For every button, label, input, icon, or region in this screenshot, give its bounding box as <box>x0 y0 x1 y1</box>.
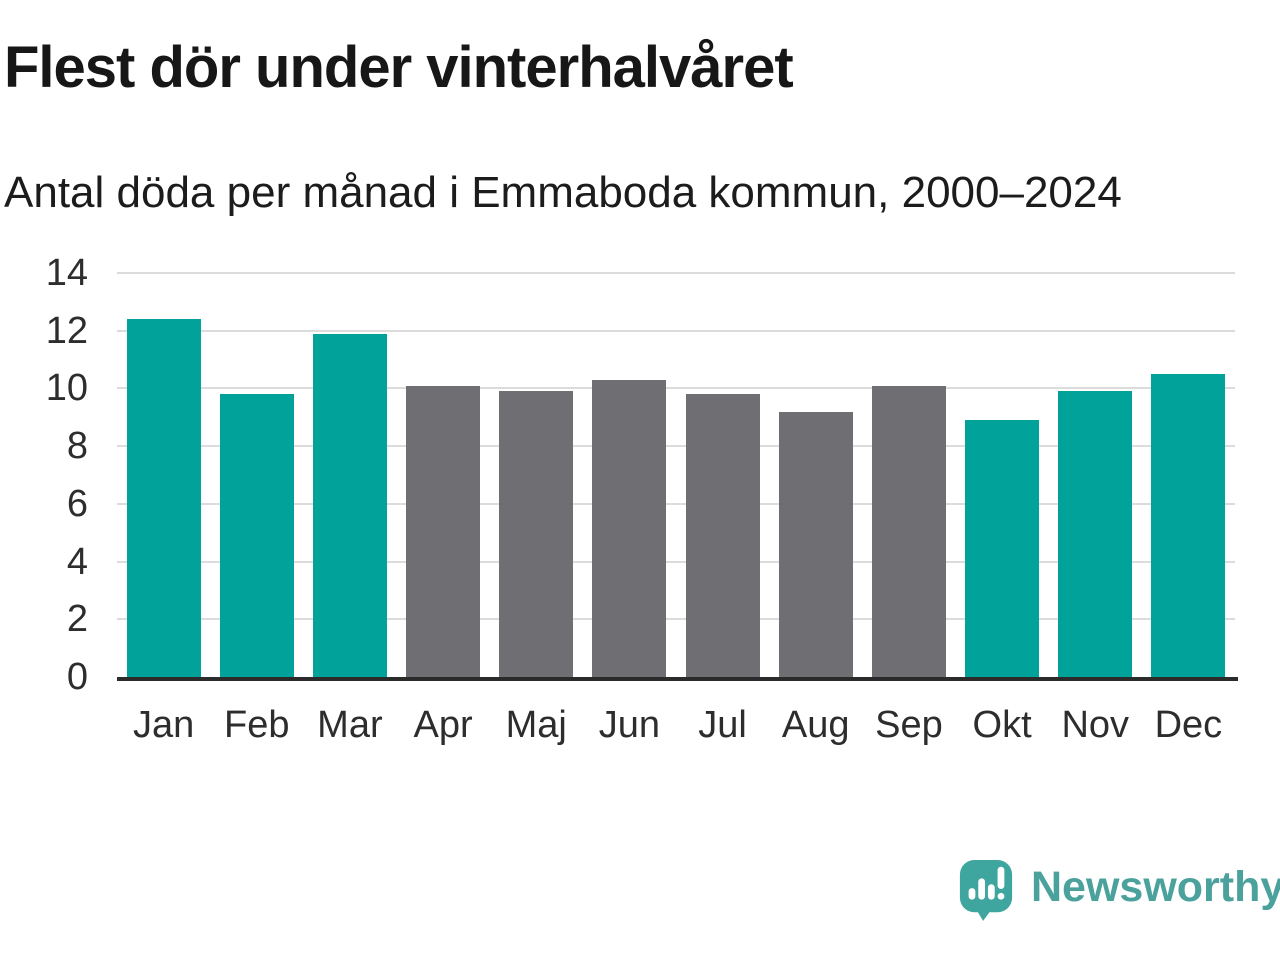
y-tick-label-14: 14 <box>45 252 88 294</box>
bar-chart: 0 2 4 6 8 10 12 14 Jan Feb Mar Apr Maj Jun Jul Aug Sep O… <box>0 252 1238 754</box>
bar-sep <box>871 385 946 677</box>
x-axis-label-jun: Jun <box>598 704 661 746</box>
x-axis-label-okt: Okt <box>972 704 1032 746</box>
x-axis-label-jan: Jan <box>132 704 195 746</box>
plot-area <box>117 272 1235 677</box>
bar-mar <box>312 333 387 677</box>
x-axis: Jan Feb Mar Apr Maj Jun Jul Aug Sep Okt Nov Dec <box>117 700 1235 754</box>
x-axis-label-mar: Mar <box>317 704 383 746</box>
logo-bubble <box>959 860 1013 921</box>
bar-feb <box>219 394 294 677</box>
gridline-6 <box>117 502 1235 505</box>
bar-jan <box>126 319 201 677</box>
bar-apr <box>406 385 481 677</box>
x-axis-label-feb: Feb <box>223 704 290 746</box>
bar-maj <box>499 391 574 677</box>
gridline-4 <box>117 560 1235 563</box>
gridline-10 <box>117 387 1235 390</box>
x-axis-label-maj: Maj <box>505 704 567 746</box>
y-tick-label-12: 12 <box>45 309 88 352</box>
logo-exclamation-glyph <box>997 866 1005 900</box>
y-tick-label-6: 6 <box>66 482 88 525</box>
x-axis-label-aug: Aug <box>781 704 850 746</box>
gridline-8 <box>117 445 1235 448</box>
newsworthy-logo-text: Newsworthy <box>1031 863 1280 911</box>
gridline-2 <box>117 618 1235 621</box>
x-axis-label-dec: Dec <box>1154 704 1223 746</box>
y-tick-label-10: 10 <box>45 367 88 410</box>
chart-title: Flest dör under vinterhalvåret <box>4 35 794 100</box>
bar-dec <box>1151 374 1226 677</box>
chart-subtitle: Antal döda per månad i Emmaboda kommun, … <box>4 168 1122 217</box>
y-tick-label-4: 4 <box>66 540 88 583</box>
x-axis-label-sep: Sep <box>875 704 943 746</box>
bar-jun <box>592 379 667 677</box>
x-axis-label-jul: Jul <box>698 704 747 746</box>
bar-jul <box>685 394 760 677</box>
logo-bar-chart-glyph <box>968 878 995 900</box>
bar-okt <box>965 420 1040 677</box>
y-axis: 0 2 4 6 8 10 12 14 <box>0 252 88 698</box>
newsworthy-logo-icon <box>959 860 1013 921</box>
newsworthy-branding: Newsworthy <box>957 858 1280 922</box>
y-tick-label-2: 2 <box>66 598 88 641</box>
y-tick-label-8: 8 <box>66 425 88 468</box>
y-tick-label-0: 0 <box>66 656 88 698</box>
gridline-14 <box>117 272 1235 274</box>
x-axis-label-nov: Nov <box>1061 704 1130 746</box>
bar-nov <box>1058 391 1133 677</box>
bar-aug <box>778 411 853 677</box>
x-axis-label-apr: Apr <box>413 704 473 746</box>
x-axis-line <box>117 677 1238 681</box>
gridline-12 <box>117 329 1235 332</box>
